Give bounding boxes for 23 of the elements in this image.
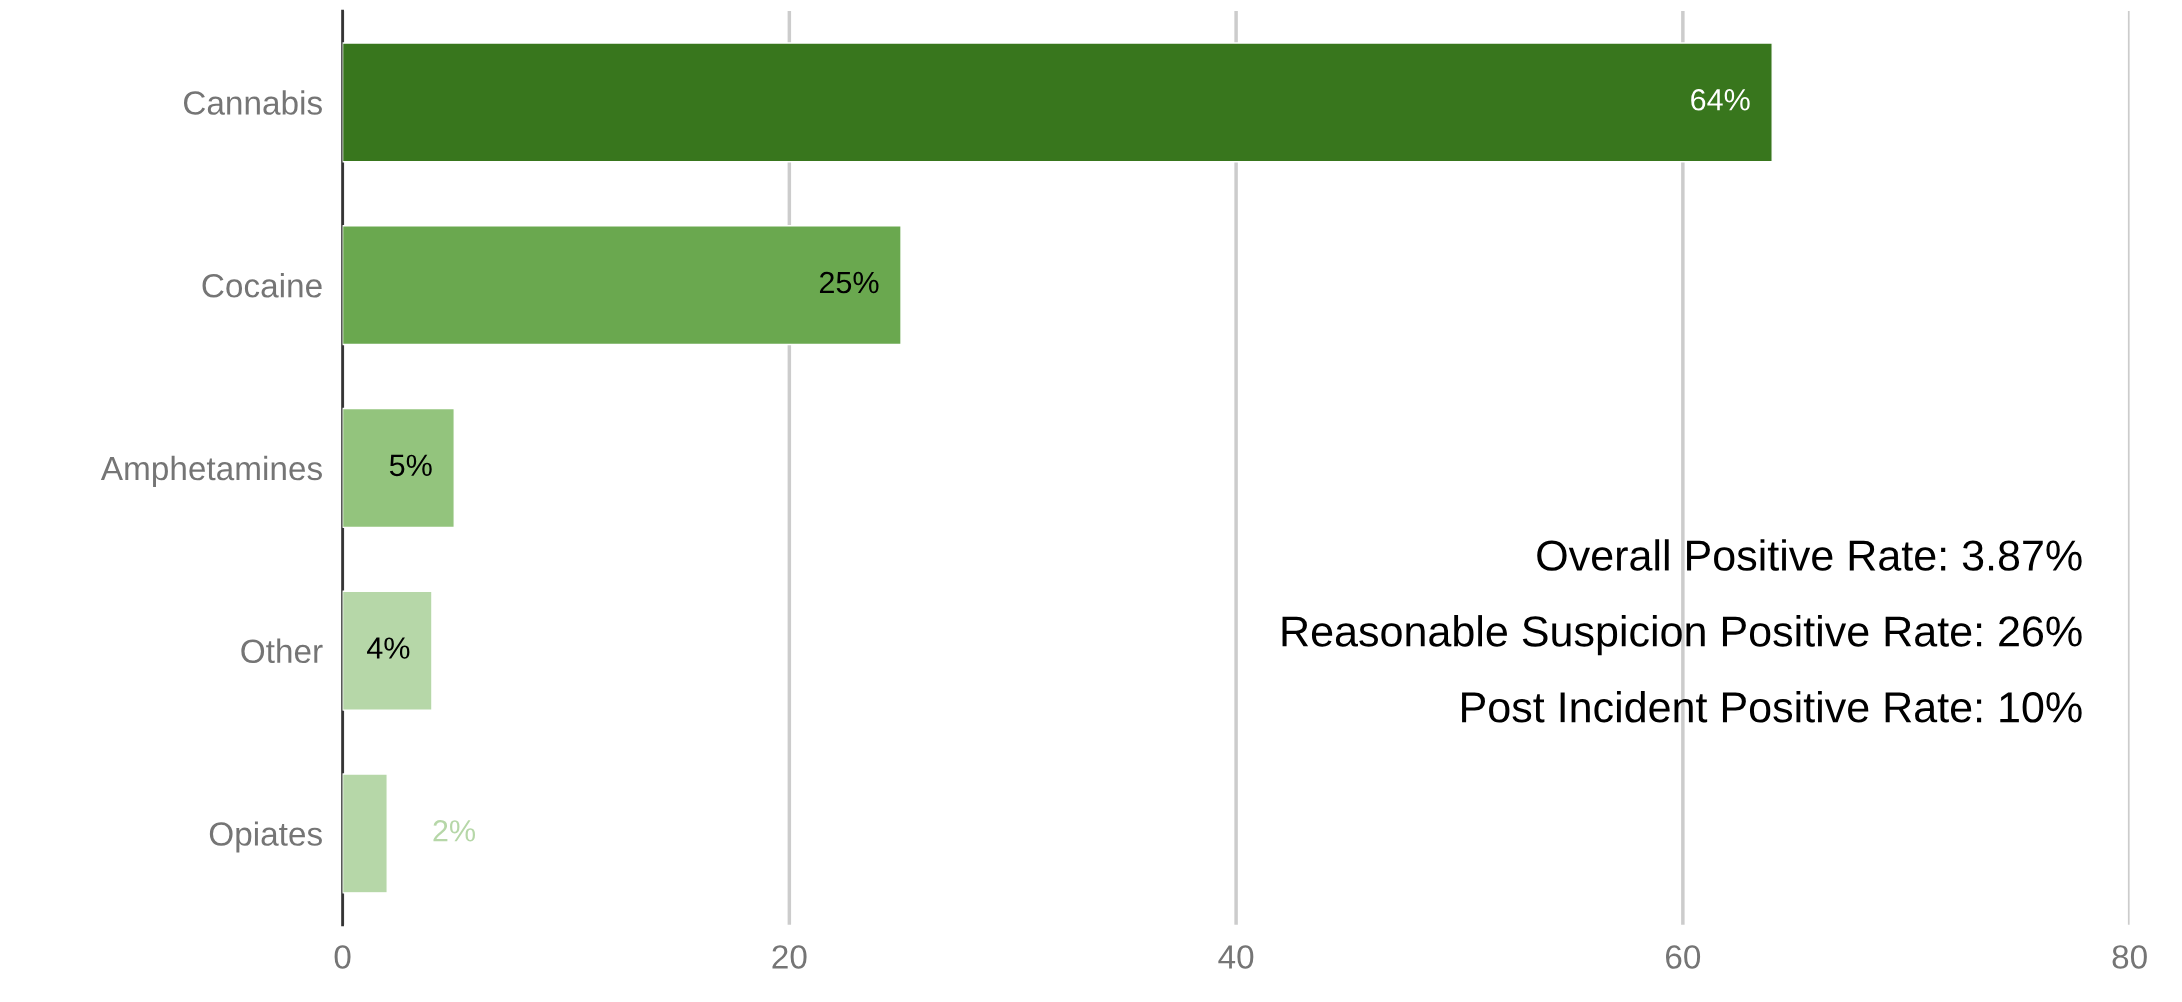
bar: [342, 225, 902, 346]
y-tick-label: Amphetamines: [100, 455, 322, 487]
annotation: Overall Positive Rate: 3.87%: [1537, 539, 2082, 571]
y-tick-label: Cocaine: [202, 273, 322, 298]
y-tick-label: Other: [241, 638, 323, 664]
data-label: 5%: [389, 454, 432, 477]
bar: [342, 773, 388, 894]
annotation: Post Incident Positive Rate: 10%: [1462, 690, 2082, 723]
bar: [342, 590, 433, 711]
x-tick-label: 20: [772, 945, 807, 969]
x-tick-label: 0: [334, 945, 351, 969]
x-tick-label: 40: [1218, 945, 1254, 969]
y-tick-label: Cannabis: [183, 90, 322, 115]
annotation: Reasonable Suspicion Positive Rate: 26%: [1282, 615, 2082, 656]
x-tick-label: 80: [2112, 945, 2147, 969]
bar: [342, 407, 455, 529]
data-label: 2%: [433, 820, 475, 842]
data-label: 25%: [819, 271, 879, 294]
data-label: 4%: [367, 637, 410, 659]
y-tick-label: Opiates: [209, 821, 322, 853]
bar: [342, 42, 1773, 163]
x-tick-label: 60: [1666, 945, 1701, 969]
data-label: 64%: [1691, 88, 1750, 111]
